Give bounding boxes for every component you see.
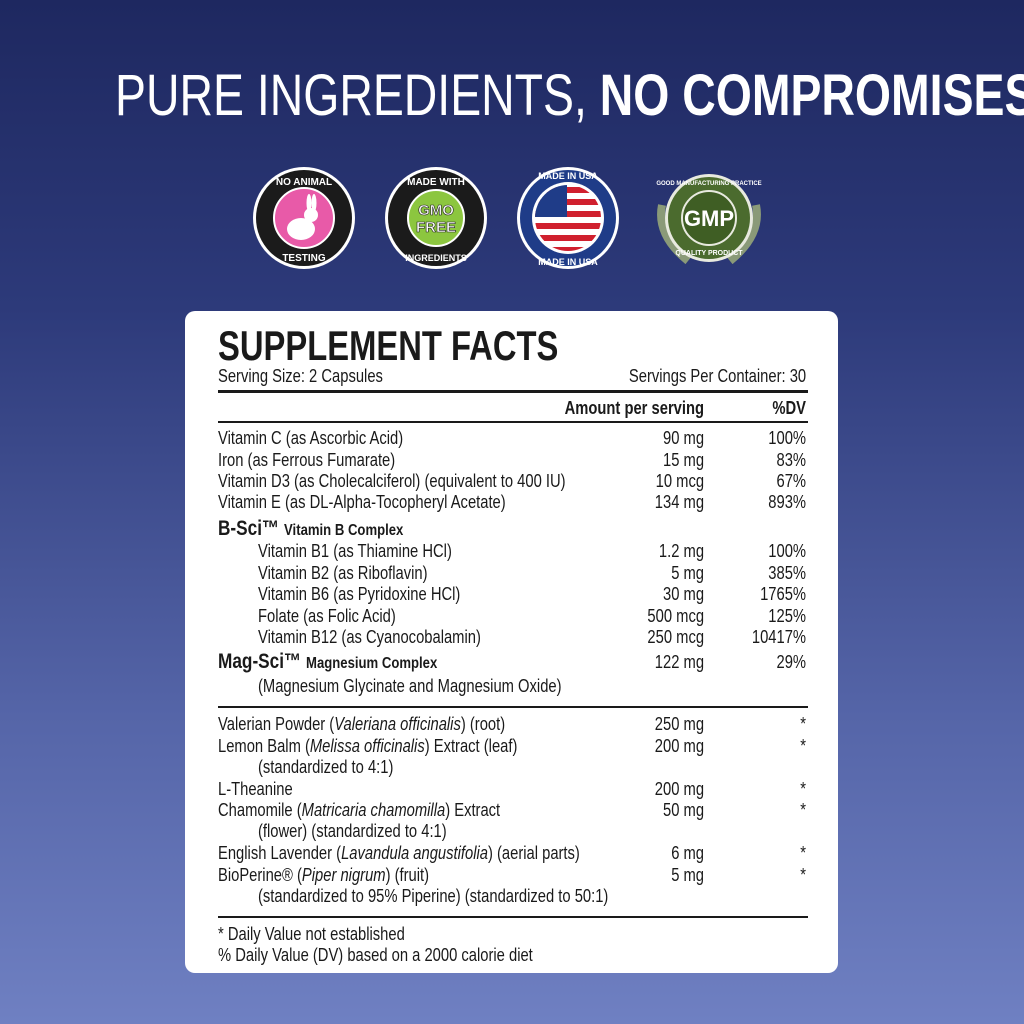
ingredient-name: Vitamin B12 (as Cyanocobalamin) [258,627,481,647]
ingredient-name: Iron (as Ferrous Fumarate) [218,450,396,470]
gmo-free-badge: GMO FREE MADE WITH INGREDIENTS [385,167,487,269]
facts-title: SUPPLEMENT FACTS [218,322,559,369]
ingredient-name: (standardized to 95% Piperine) (standard… [258,886,609,906]
svg-text:MADE IN USA: MADE IN USA [538,257,598,267]
svg-text:INGREDIENTS: INGREDIENTS [405,253,467,263]
ingredient-dv: 125% [768,606,806,626]
gmp-laurel-icon [657,174,761,265]
ingredient-amount: 250 mg [654,714,704,734]
ingredient-dv: * [800,779,806,799]
ingredient-dv: * [800,865,806,885]
ingredient-dv: * [800,714,806,734]
ingredient-name: Folate (as Folic Acid) [258,606,396,626]
ingredient-amount: 15 mg [662,450,704,470]
headline: PURE INGREDIENTS, NO COMPROMISES [0,62,1024,129]
svg-text:FREE: FREE [416,219,456,236]
divider [218,916,808,918]
ingredient-amount: 50 mg [662,800,704,820]
ingredient-dv: * [800,843,806,863]
ingredient-amount: 90 mg [662,428,704,448]
ingredient-name: Vitamin C (as Ascorbic Acid) [218,428,404,448]
ingredient-amount: 250 mcg [647,627,704,647]
footnote: % Daily Value (DV) based on a 2000 calor… [218,945,533,965]
ingredient-amount: 200 mg [654,779,704,799]
svg-text:MADE IN USA: MADE IN USA [538,171,598,181]
footnote: * Daily Value not established [218,924,405,944]
ingredient-dv: 10417% [751,627,806,647]
made-in-usa-badge: MADE IN USA MADE IN USA [517,167,619,269]
ingredient-name: L-Theanine [218,779,293,799]
ingredient-dv: 83% [776,450,806,470]
ingredient-amount: 5 mg [671,563,704,583]
group-heading: Mag-Sci™ Magnesium Complex [218,650,438,673]
badge-row: NO ANIMAL TESTING GMO FREE MADE WITH ING… [0,165,1024,275]
headline-light: PURE INGREDIENTS, [115,63,600,128]
ingredient-dv: 893% [768,492,806,512]
ingredient-dv: * [800,736,806,756]
ingredient-name: (Magnesium Glycinate and Magnesium Oxide… [258,676,562,696]
ingredient-amount: 500 mcg [647,606,704,626]
divider [218,706,808,708]
svg-text:QUALITY PRODUCT: QUALITY PRODUCT [675,250,743,257]
ingredient-name: Vitamin D3 (as Cholecalciferol) (equival… [218,471,566,491]
gmo-free-icon [385,167,487,269]
ingredient-name: Chamomile (Matricaria chamomilla) Extrac… [218,800,501,820]
ingredient-dv: 1765% [760,584,806,604]
ingredient-name: English Lavender (Lavandula angustifolia… [218,843,580,863]
ingredient-name: (standardized to 4:1) [258,757,394,777]
ingredient-name: Valerian Powder (Valeriana officinalis) … [218,714,506,734]
usa-flag-icon [517,167,619,269]
ingredient-amount: 134 mg [654,492,704,512]
rabbit-icon [253,167,355,269]
ingredient-amount: 200 mg [654,736,704,756]
ingredient-dv: 29% [776,652,806,672]
servings-per-container: Servings Per Container: 30 [628,366,806,386]
ingredient-dv: 385% [768,563,806,583]
dv-header: %DV [772,398,806,418]
svg-text:MADE WITH: MADE WITH [407,177,465,188]
ingredient-name: Vitamin B6 (as Pyridoxine HCl) [258,584,461,604]
svg-text:GOOD MANUFACTURING PRACTICE: GOOD MANUFACTURING PRACTICE [656,181,761,187]
ingredient-name: Vitamin B1 (as Thiamine HCl) [258,541,452,561]
ingredient-name: Vitamin B2 (as Riboflavin) [258,563,428,583]
svg-text:NO ANIMAL: NO ANIMAL [276,177,332,188]
divider [218,390,808,393]
ingredient-dv: 100% [768,541,806,561]
supplement-facts-panel: SUPPLEMENT FACTS Serving Size: 2 Capsule… [185,311,838,973]
divider [218,421,808,423]
ingredient-dv: * [800,800,806,820]
gmp-badge: GMP GOOD MANUFACTURING PRACTICE QUALITY … [656,174,762,265]
no-animal-testing-badge: NO ANIMAL TESTING [253,167,355,269]
ingredient-amount: 5 mg [671,865,704,885]
ingredient-amount: 10 mcg [655,471,704,491]
ingredient-name: Lemon Balm (Melissa officinalis) Extract… [218,736,518,756]
ingredient-dv: 100% [768,428,806,448]
svg-text:GMO: GMO [418,202,454,219]
ingredient-name: Vitamin E (as DL-Alpha-Tocopheryl Acetat… [218,492,506,512]
ingredient-name: BioPerine® (Piper nigrum) (fruit) [218,865,430,885]
ingredient-amount: 30 mg [662,584,704,604]
ingredient-amount: 6 mg [671,843,704,863]
ingredient-name: (flower) (standardized to 4:1) [258,821,447,841]
svg-text:TESTING: TESTING [282,253,326,264]
ingredient-dv: 67% [776,471,806,491]
svg-text:GMP: GMP [684,206,734,231]
ingredient-amount: 1.2 mg [658,541,704,561]
headline-bold: NO COMPROMISES [599,63,1024,128]
group-heading: B-Sci™ Vitamin B Complex [218,517,404,540]
ingredient-amount: 122 mg [654,652,704,672]
amount-header: Amount per serving [564,398,704,418]
serving-size: Serving Size: 2 Capsules [218,366,383,386]
